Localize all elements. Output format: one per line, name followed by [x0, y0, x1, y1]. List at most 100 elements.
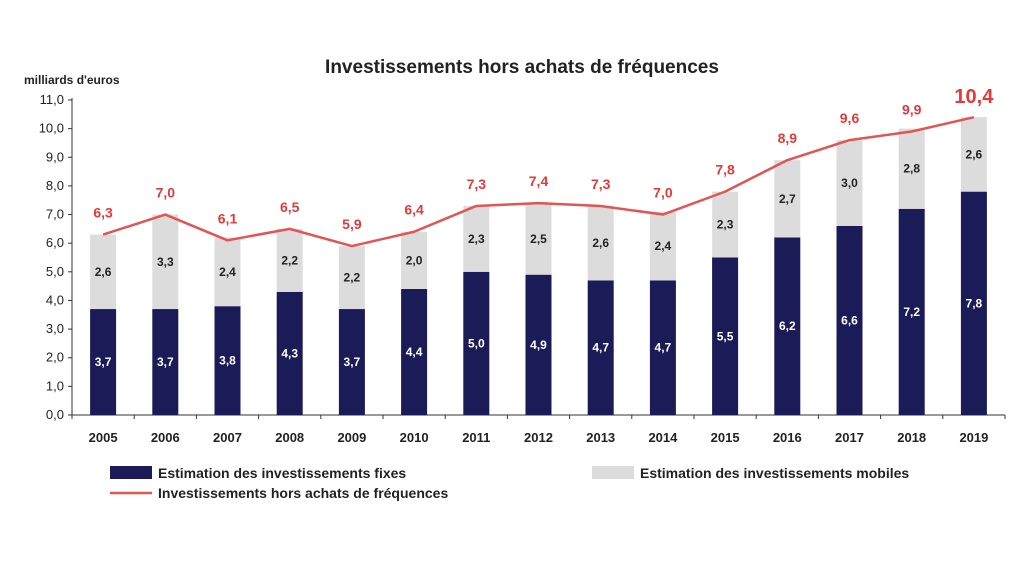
x-tick-label: 2016	[773, 430, 802, 445]
data-label-mobile: 2,4	[219, 265, 236, 279]
bar-fixed	[90, 309, 117, 415]
legend: Estimation des investissements fixes Esti…	[110, 465, 909, 501]
data-label-total: 5,9	[342, 216, 362, 232]
data-label-fixed: 5,5	[717, 329, 734, 343]
data-label-fixed: 4,7	[655, 341, 672, 355]
x-tick-label: 2018	[897, 430, 926, 445]
data-label-fixed: 7,2	[903, 305, 920, 319]
data-label-fixed: 4,9	[530, 338, 547, 352]
data-label-fixed: 3,7	[157, 355, 174, 369]
x-tick-label: 2014	[648, 430, 678, 445]
bar-fixed	[214, 306, 241, 415]
data-label-mobile: 2,8	[903, 162, 920, 176]
data-labels: 3,7 2,6 3,7 3,3 3,8 2,4 4,3 2,2 3,7 2,2 4,4 2,0 5,0 2…	[93, 86, 994, 369]
data-label-mobile: 2,0	[406, 253, 423, 267]
y-tick-label: 3,0	[46, 321, 64, 336]
chart-title: Investissements hors achats de fréquence…	[325, 57, 719, 78]
data-label-fixed: 4,7	[592, 341, 609, 355]
bar-mobile	[338, 246, 365, 310]
x-tick-label: 2017	[835, 430, 864, 445]
bar-fixed	[463, 271, 490, 415]
data-label-fixed: 3,7	[95, 355, 112, 369]
bar-fixed	[649, 280, 676, 415]
bar-fixed	[525, 274, 552, 415]
data-label-mobile: 2,3	[468, 232, 485, 246]
y-tick-label: 11,0	[40, 92, 64, 107]
bar-fixed	[960, 191, 987, 415]
data-label-fixed: 3,7	[344, 355, 361, 369]
data-label-fixed: 5,0	[468, 336, 485, 350]
bar-mobile	[214, 237, 241, 307]
data-label-mobile: 2,6	[592, 236, 609, 250]
data-label-fixed: 4,3	[281, 346, 298, 360]
bar-mobile	[152, 214, 179, 310]
bar-fixed	[338, 309, 365, 415]
legend-swatch-fixed	[110, 466, 152, 479]
data-label-mobile: 3,0	[841, 176, 858, 190]
data-label-fixed: 3,8	[219, 354, 236, 368]
bar-fixed	[712, 257, 739, 415]
data-label-total: 7,8	[715, 162, 735, 178]
x-tick-label: 2015	[711, 430, 740, 445]
data-label-mobile: 2,4	[655, 239, 672, 253]
y-tick-label: 7,0	[46, 207, 64, 222]
bar-mobile	[649, 211, 676, 281]
bar-fixed	[898, 208, 925, 415]
y-tick-label: 1,0	[46, 378, 64, 393]
data-label-fixed: 6,6	[841, 314, 858, 328]
data-label-total: 6,4	[404, 202, 424, 218]
x-tick-label: 2006	[151, 430, 180, 445]
legend-label-fixed: Estimation des investissements fixes	[158, 465, 406, 481]
bar-mobile	[90, 234, 117, 310]
data-label-total: 7,0	[156, 185, 176, 201]
data-label-total: 6,3	[93, 205, 113, 221]
x-tick-label: 2008	[275, 430, 304, 445]
data-label-total: 8,9	[778, 130, 798, 146]
data-label-total: 7,3	[467, 176, 487, 192]
bar-fixed	[276, 291, 303, 415]
total-series-line	[102, 115, 975, 248]
bar-mobile	[401, 231, 428, 289]
bar-mobile	[960, 117, 987, 192]
bar-fixed	[836, 226, 863, 415]
bar-mobile	[898, 128, 925, 209]
data-label-fixed: 4,4	[406, 345, 423, 359]
data-label-total: 6,1	[218, 210, 238, 226]
data-label-fixed: 6,2	[779, 319, 796, 333]
bar-mobile	[712, 191, 739, 258]
bar-fixed	[152, 309, 179, 415]
bar-mobile	[774, 160, 801, 238]
bar-mobile	[463, 205, 490, 272]
data-label-mobile: 3,3	[157, 255, 174, 269]
data-label-mobile: 2,7	[779, 192, 796, 206]
y-tick-label: 4,0	[46, 292, 64, 307]
bar-mobile	[587, 205, 614, 281]
x-tick-label: 2010	[400, 430, 429, 445]
legend-swatch-mobile	[592, 466, 634, 479]
data-label-mobile: 2,2	[281, 253, 298, 267]
bars	[90, 117, 987, 415]
data-label-total: 6,5	[280, 199, 300, 215]
data-label-total: 7,3	[591, 176, 611, 192]
x-tick-label: 2013	[586, 430, 615, 445]
axes: 0,0 1,0 2,0 3,0 4,0 5,0 6,0 7,0 8,0 9,0 10,0 11,0 20…	[39, 92, 1006, 445]
y-tick-label: 0,0	[46, 407, 64, 422]
data-label-total: 7,0	[653, 185, 673, 201]
y-tick-label: 8,0	[46, 178, 64, 193]
bar-fixed	[587, 280, 614, 415]
legend-label-mobile: Estimation des investissements mobiles	[640, 465, 909, 481]
y-tick-label: 6,0	[46, 235, 64, 250]
legend-label-total: Investissements hors achats de fréquence…	[158, 485, 448, 501]
data-label-fixed: 7,8	[966, 296, 983, 310]
bar-mobile	[836, 140, 863, 226]
data-label-mobile: 2,2	[344, 271, 361, 285]
x-tick-label: 2005	[89, 430, 118, 445]
data-label-total: 9,9	[902, 102, 922, 118]
data-label-total: 7,4	[529, 173, 549, 189]
x-tick-label: 2012	[524, 430, 553, 445]
y-tick-label: 2,0	[46, 350, 64, 365]
x-tick-label: 2007	[213, 430, 242, 445]
y-tick-label: 5,0	[46, 264, 64, 279]
